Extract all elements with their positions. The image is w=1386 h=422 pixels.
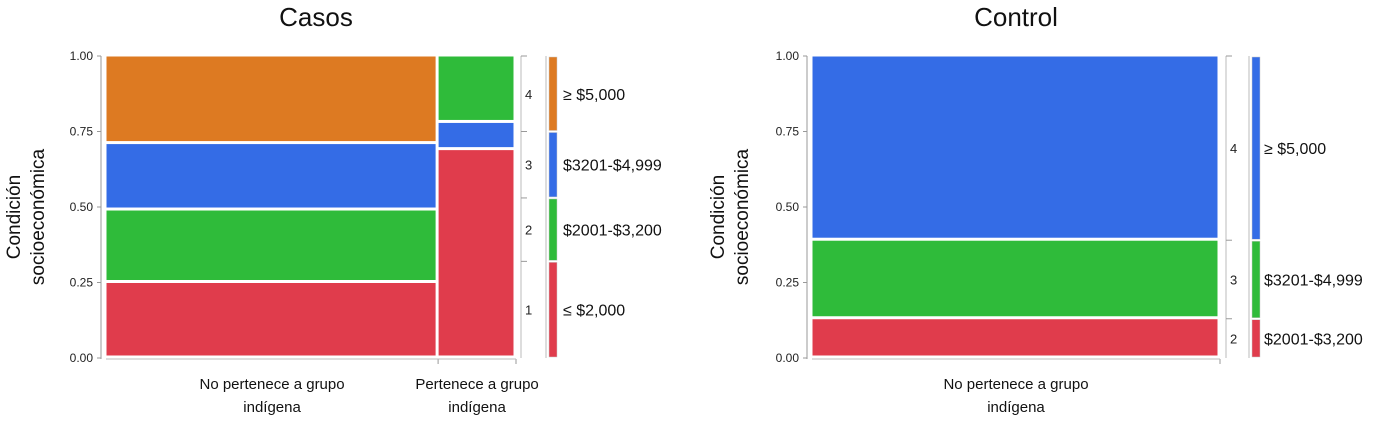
legend-bar	[548, 198, 558, 261]
legend-label: $3201-$4,999	[563, 158, 662, 175]
legend-label: $2001-$3,200	[1264, 331, 1363, 348]
y-tick-label: 0.50	[70, 200, 94, 214]
mosaic-cell	[437, 55, 515, 121]
mosaic-cell	[105, 209, 437, 282]
y-axis-label: Condición	[708, 175, 729, 260]
chart-title: Casos	[279, 2, 353, 32]
legend-label: $3201-$4,999	[1264, 272, 1363, 289]
y-tick-label: 0.00	[70, 351, 94, 365]
segment-number-label: 1	[525, 303, 532, 318]
segment-number-label: 4	[525, 87, 532, 102]
y-tick-label: 0.25	[70, 276, 94, 290]
legend-bar	[1251, 240, 1261, 318]
mosaic-cell	[437, 121, 515, 149]
x-category-label: indígena	[243, 399, 301, 416]
legend-label: ≥ $5,000	[563, 87, 625, 104]
y-tick-label: 1.00	[776, 49, 800, 63]
y-axis-label: socioeconómica	[732, 148, 753, 285]
segment-number-label: 2	[525, 223, 532, 238]
legend-bar	[1251, 319, 1261, 358]
x-category-label: No pertenece a grupo	[943, 376, 1088, 393]
segment-number-label: 4	[1230, 141, 1237, 156]
segment-number-label: 3	[1230, 272, 1237, 287]
y-tick-label: 0.00	[776, 351, 800, 365]
mosaic-cell	[105, 143, 437, 209]
legend-label: $2001-$3,200	[563, 223, 662, 240]
y-tick-label: 0.75	[776, 125, 800, 139]
x-category-label: indígena	[987, 399, 1045, 416]
legend-bar	[1251, 56, 1261, 240]
mosaic-cell	[811, 55, 1219, 239]
chart-title: Control	[974, 2, 1058, 32]
mosaic-cell	[811, 318, 1219, 357]
x-category-label: Pertenece a grupo	[415, 376, 538, 393]
y-tick-label: 1.00	[70, 49, 94, 63]
y-axis-label: Condición	[4, 175, 25, 260]
mosaic-cell	[437, 149, 515, 357]
mosaic-cell	[105, 282, 437, 357]
legend-bar	[548, 262, 558, 358]
mosaic-cell	[811, 239, 1219, 318]
x-category-label: indígena	[448, 399, 506, 416]
legend-bar	[548, 56, 558, 131]
y-axis-label: socioeconómica	[28, 148, 49, 285]
y-tick-label: 0.25	[776, 276, 800, 290]
legend-label: ≥ $5,000	[1264, 141, 1326, 158]
segment-number-label: 3	[525, 158, 532, 173]
legend-label: ≤ $2,000	[563, 303, 625, 320]
segment-number-label: 2	[1230, 331, 1237, 346]
y-tick-label: 0.50	[776, 200, 800, 214]
legend-bar	[548, 132, 558, 198]
y-tick-label: 0.75	[70, 125, 94, 139]
x-category-label: No pertenece a grupo	[199, 376, 344, 393]
mosaic-cell	[105, 55, 437, 143]
